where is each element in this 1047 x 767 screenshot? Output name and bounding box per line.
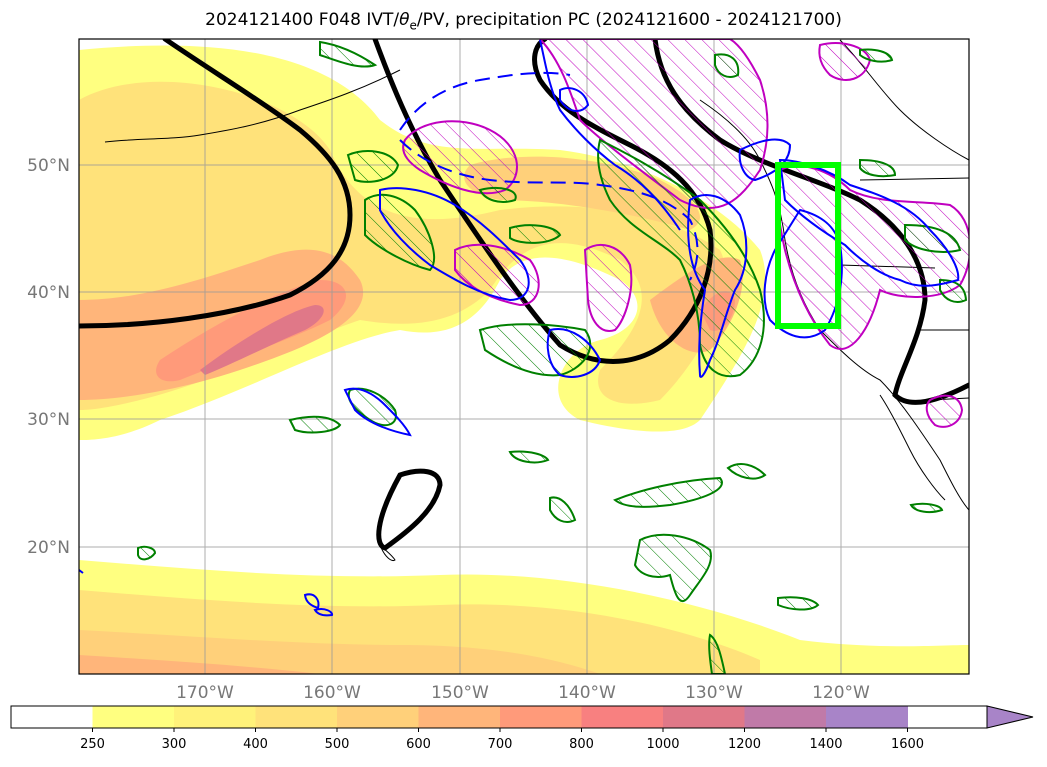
- colorbar-tick-label: 1200: [728, 737, 761, 752]
- region-box: [775, 162, 841, 329]
- ivt-shading-south: [79, 560, 969, 674]
- lat-label-30: 30°N: [27, 410, 70, 430]
- colorbar-segment: [11, 706, 93, 728]
- colorbar-segment: [500, 706, 582, 728]
- lon-label-150: 150°W: [431, 683, 489, 703]
- colorbar-segments: [11, 706, 908, 728]
- map-area: [79, 39, 969, 674]
- lat-label-40: 40°N: [27, 283, 70, 303]
- colorbar-segment: [663, 706, 745, 728]
- colorbar-extend-arrow: [986, 705, 1034, 729]
- lat-label-20: 20°N: [27, 538, 70, 558]
- colorbar-tick-label: 250: [80, 737, 105, 752]
- colorbar-segment: [174, 706, 256, 728]
- colorbar-segment: [581, 706, 664, 728]
- lon-label-140: 140°W: [558, 683, 616, 703]
- magenta-contours: [402, 39, 969, 428]
- colorbar-segment: [826, 706, 908, 728]
- lat-labels: 50°N 40°N 30°N 20°N: [27, 156, 70, 558]
- colorbar-tick-label: 500: [325, 737, 350, 752]
- title-main: 2024121400 F048 IVT/: [205, 10, 400, 30]
- colorbar-tick-label: 700: [488, 737, 513, 752]
- colorbar-tick-label: 800: [569, 737, 594, 752]
- lat-label-50: 50°N: [27, 156, 70, 176]
- colorbar-tick-label: 300: [162, 737, 187, 752]
- colorbar-tick-label: 400: [243, 737, 268, 752]
- lon-label-170: 170°W: [176, 683, 234, 703]
- colorbar-segment: [337, 706, 419, 728]
- colorbar-segment: [744, 706, 827, 728]
- map-frame: [78, 38, 970, 675]
- lon-labels: 170°W 160°W 150°W 140°W 130°W 120°W: [176, 683, 870, 703]
- colorbar-tick-label: 600: [406, 737, 431, 752]
- colorbar-tick-label: 1000: [646, 737, 679, 752]
- colorbar-segment: [255, 706, 338, 728]
- colorbar-ticks: 250 300 400 500 600 700 800 1000 1200 1400 1600: [80, 728, 924, 752]
- chart-title: 2024121400 F048 IVT/θe/PV, precipitation…: [0, 10, 1047, 32]
- colorbar-tick-label: 1400: [809, 737, 842, 752]
- lon-label-160: 160°W: [303, 683, 361, 703]
- lon-label-120: 120°W: [812, 683, 870, 703]
- colorbar-tick-label: 1600: [891, 737, 924, 752]
- colorbar-segment: [92, 706, 175, 728]
- title-theta: θe: [399, 10, 417, 33]
- colorbar-segment: [418, 706, 501, 728]
- lon-label-130: 130°W: [685, 683, 743, 703]
- title-rest: /PV, precipitation PC (2024121600 - 2024…: [416, 10, 842, 30]
- colorbar-frame: [10, 705, 988, 729]
- colorbar: 250 300 400 500 600 700 800 1000 1200 1400 1600: [10, 705, 1034, 752]
- green-contours: [137, 40, 968, 674]
